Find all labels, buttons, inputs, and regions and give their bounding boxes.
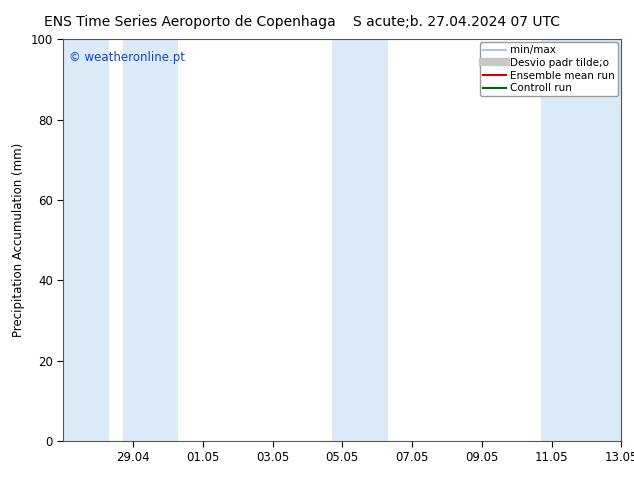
Legend: min/max, Desvio padr tilde;o, Ensemble mean run, Controll run: min/max, Desvio padr tilde;o, Ensemble m… [480, 42, 618, 97]
Bar [332, 39, 388, 441]
Bar [63, 39, 109, 441]
Text: © weatheronline.pt: © weatheronline.pt [69, 51, 185, 64]
Y-axis label: Precipitation Accumulation (mm): Precipitation Accumulation (mm) [12, 143, 25, 337]
Text: ENS Time Series Aeroporto de Copenhaga: ENS Time Series Aeroporto de Copenhaga [44, 15, 336, 29]
Text: S acute;b. 27.04.2024 07 UTC: S acute;b. 27.04.2024 07 UTC [353, 15, 560, 29]
Bar [541, 39, 621, 441]
Bar [123, 39, 179, 441]
